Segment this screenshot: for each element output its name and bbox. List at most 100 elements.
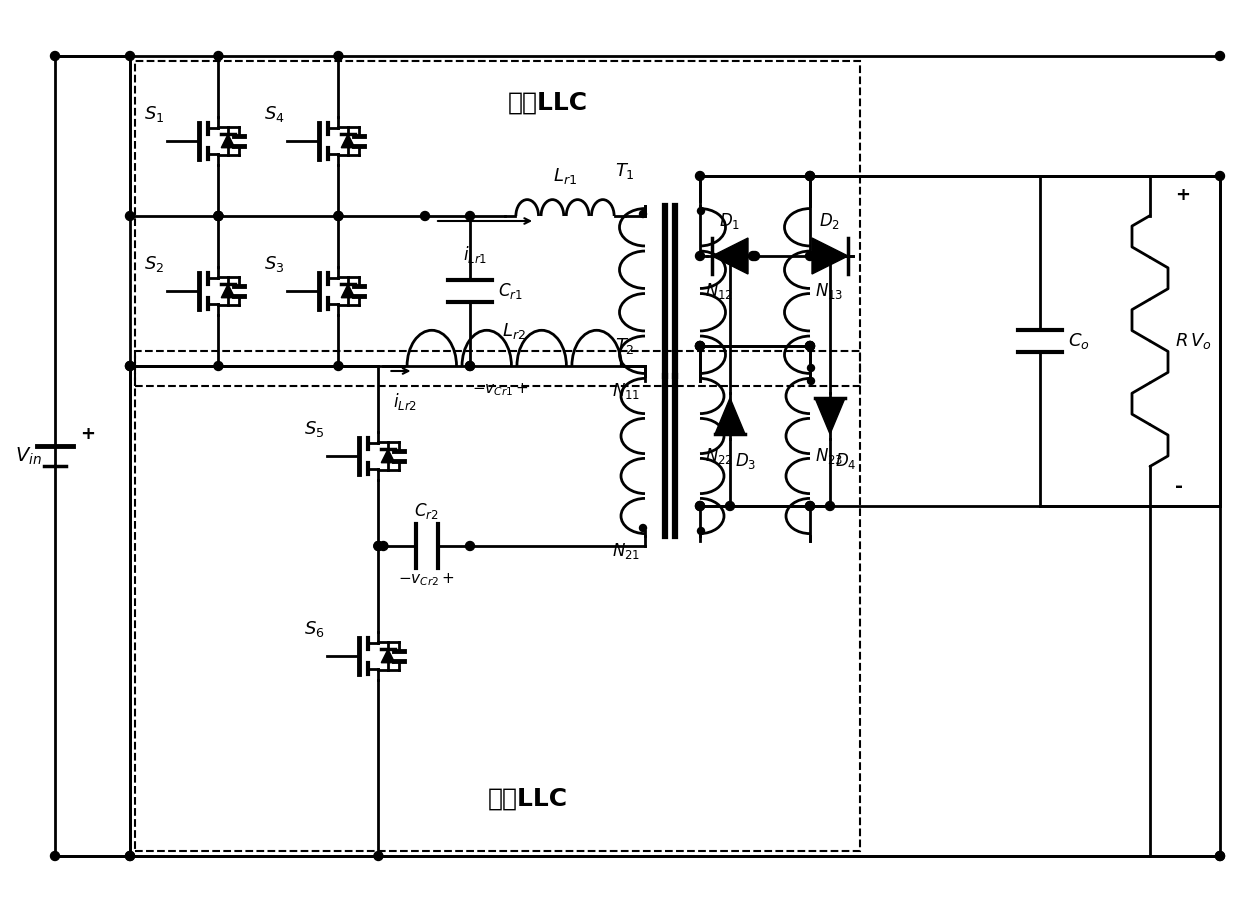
Text: $T_2$: $T_2$: [615, 336, 635, 356]
Circle shape: [696, 342, 704, 351]
Text: -: -: [1176, 477, 1183, 496]
Circle shape: [1215, 171, 1225, 180]
Circle shape: [334, 212, 343, 221]
Circle shape: [806, 342, 815, 351]
Circle shape: [1215, 51, 1225, 60]
Circle shape: [334, 212, 343, 221]
Circle shape: [696, 501, 704, 510]
Polygon shape: [341, 135, 355, 147]
Circle shape: [696, 342, 704, 351]
Circle shape: [696, 342, 704, 351]
Circle shape: [696, 501, 704, 510]
Circle shape: [696, 252, 704, 260]
Circle shape: [750, 252, 759, 260]
Circle shape: [696, 171, 704, 180]
Text: $S_2$: $S_2$: [144, 255, 165, 274]
Text: $C_o$: $C_o$: [1068, 331, 1090, 351]
Text: $-v_{Cr2}+$: $-v_{Cr2}+$: [398, 571, 455, 588]
Polygon shape: [815, 398, 844, 434]
Polygon shape: [341, 284, 355, 298]
Circle shape: [215, 51, 223, 60]
Circle shape: [640, 211, 646, 217]
Circle shape: [420, 212, 429, 221]
Circle shape: [826, 501, 835, 510]
Circle shape: [215, 212, 223, 221]
Text: $i_{Lr1}$: $i_{Lr1}$: [463, 244, 487, 265]
Text: $C_{r2}$: $C_{r2}$: [414, 501, 439, 521]
Circle shape: [697, 208, 704, 214]
Circle shape: [1215, 852, 1225, 860]
Circle shape: [807, 365, 815, 372]
Circle shape: [334, 362, 343, 370]
Circle shape: [465, 362, 475, 370]
Circle shape: [125, 362, 134, 370]
Circle shape: [374, 541, 383, 551]
Circle shape: [725, 501, 734, 510]
Circle shape: [1215, 852, 1225, 860]
Text: $N_{23}$: $N_{23}$: [815, 446, 843, 466]
Circle shape: [125, 51, 134, 60]
Text: 半桥LLC: 半桥LLC: [487, 787, 568, 811]
Circle shape: [334, 51, 343, 60]
Circle shape: [215, 362, 223, 370]
Circle shape: [465, 212, 475, 221]
Circle shape: [697, 528, 704, 535]
Text: $L_{r2}$: $L_{r2}$: [502, 321, 526, 341]
Text: $N_{11}$: $N_{11}$: [611, 381, 640, 401]
Circle shape: [806, 171, 815, 180]
Circle shape: [125, 362, 134, 370]
Circle shape: [215, 212, 223, 221]
Circle shape: [640, 525, 646, 531]
Circle shape: [374, 852, 383, 860]
Circle shape: [51, 852, 60, 860]
Circle shape: [374, 541, 383, 551]
Circle shape: [749, 252, 758, 260]
Circle shape: [465, 362, 475, 370]
Text: $S_4$: $S_4$: [264, 104, 284, 125]
Circle shape: [215, 212, 223, 221]
Circle shape: [806, 252, 815, 260]
Polygon shape: [812, 238, 848, 274]
Text: $i_{Lr2}$: $i_{Lr2}$: [393, 391, 418, 412]
Circle shape: [379, 541, 388, 551]
Text: $C_{r1}$: $C_{r1}$: [498, 281, 523, 301]
Text: $D_1$: $D_1$: [719, 211, 740, 231]
Polygon shape: [712, 238, 748, 274]
Text: $D_2$: $D_2$: [820, 211, 841, 231]
Text: $-v_{Cr1}+$: $-v_{Cr1}+$: [472, 381, 529, 398]
Circle shape: [806, 501, 815, 510]
Circle shape: [725, 252, 734, 260]
Circle shape: [806, 342, 815, 351]
Text: $S_1$: $S_1$: [144, 104, 165, 125]
Circle shape: [125, 852, 134, 860]
Polygon shape: [381, 449, 394, 463]
Text: 全桥LLC: 全桥LLC: [507, 91, 588, 115]
Polygon shape: [715, 398, 745, 434]
Text: $D_4$: $D_4$: [835, 451, 857, 471]
Polygon shape: [381, 649, 394, 662]
Text: $S_6$: $S_6$: [304, 619, 325, 639]
Text: $R$: $R$: [1176, 332, 1188, 350]
Circle shape: [806, 171, 815, 180]
Text: $D_3$: $D_3$: [735, 451, 756, 471]
Text: $N_{21}$: $N_{21}$: [611, 541, 640, 561]
Circle shape: [826, 252, 835, 260]
Text: $S_5$: $S_5$: [304, 420, 325, 439]
Circle shape: [806, 342, 815, 351]
Text: $V_{in}$: $V_{in}$: [15, 445, 42, 466]
Polygon shape: [221, 135, 234, 147]
Text: +: +: [81, 425, 95, 443]
Text: $T_1$: $T_1$: [615, 161, 635, 181]
Text: $L_{r1}$: $L_{r1}$: [553, 166, 577, 186]
Polygon shape: [221, 284, 234, 298]
Circle shape: [465, 541, 475, 551]
Text: $N_{22}$: $N_{22}$: [706, 446, 733, 466]
Text: $V_o$: $V_o$: [1190, 331, 1211, 351]
Circle shape: [806, 501, 815, 510]
Text: +: +: [1176, 186, 1190, 204]
Circle shape: [125, 212, 134, 221]
Circle shape: [125, 852, 134, 860]
Circle shape: [807, 377, 815, 385]
Text: $N_{13}$: $N_{13}$: [815, 281, 843, 301]
Circle shape: [51, 51, 60, 60]
